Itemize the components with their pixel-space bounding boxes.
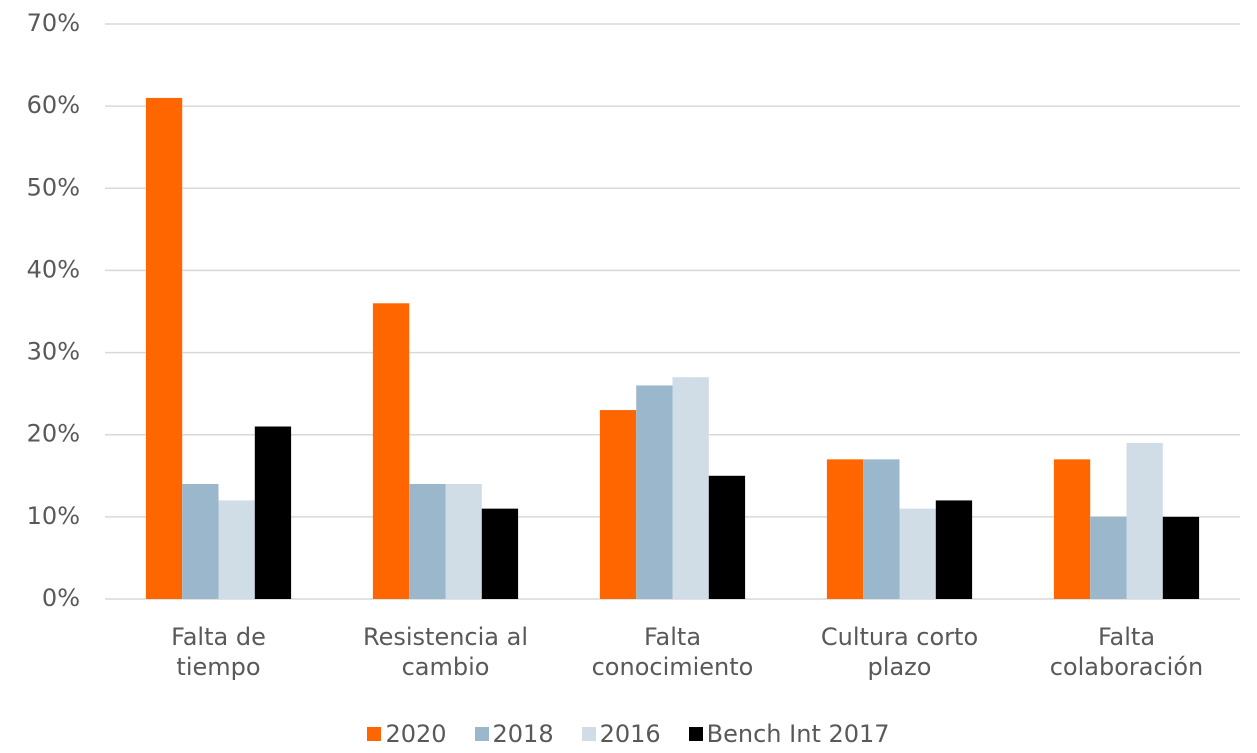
bar — [254, 426, 292, 599]
bar — [899, 508, 936, 599]
y-tick-label: 10% — [27, 502, 80, 530]
bar — [372, 303, 410, 599]
bar — [481, 508, 519, 599]
legend-item: 2018 — [474, 720, 554, 748]
legend-label: 2018 — [492, 720, 554, 748]
y-tick-label: 50% — [27, 173, 80, 201]
y-tick-label: 0% — [42, 584, 80, 612]
legend-item: 2020 — [367, 720, 447, 748]
bar — [672, 377, 709, 599]
x-tick-label: Cultura corto plazo — [820, 623, 979, 681]
bar — [708, 475, 746, 599]
legend-item: 2016 — [581, 720, 661, 748]
bar — [182, 484, 219, 599]
x-tick-label: Falta conocimiento — [591, 623, 754, 681]
bar — [409, 484, 446, 599]
y-tick-label: 60% — [27, 91, 80, 119]
bar — [145, 97, 183, 599]
bar — [826, 459, 864, 599]
y-tick-label: 30% — [27, 338, 80, 366]
x-tick-label: Falta de tiempo — [171, 623, 266, 681]
bar — [636, 385, 673, 599]
legend-swatch — [367, 727, 382, 741]
legend: 2020 2018 2016 Bench Int 2017 — [0, 720, 1257, 748]
bar — [445, 484, 482, 599]
bar — [599, 410, 637, 599]
bar — [935, 500, 973, 599]
legend-label: Bench Int 2017 — [706, 720, 890, 748]
legend-label: 2020 — [385, 720, 447, 748]
bar — [1126, 442, 1163, 599]
x-tick-label: Resistencia al cambio — [363, 623, 528, 681]
y-tick-label: 40% — [27, 255, 80, 283]
bar — [1162, 516, 1200, 599]
legend-label: 2016 — [599, 720, 661, 748]
bar — [863, 459, 900, 599]
x-tick-label: Falta colaboración — [1049, 623, 1204, 681]
y-tick-label: 20% — [27, 420, 80, 448]
legend-swatch — [688, 727, 703, 741]
legend-swatch — [474, 727, 489, 741]
legend-swatch — [581, 727, 596, 741]
bar — [1090, 516, 1127, 599]
bar — [1053, 459, 1091, 599]
bar — [218, 500, 255, 599]
legend-item: Bench Int 2017 — [688, 720, 890, 748]
y-tick-label: 70% — [27, 9, 80, 37]
